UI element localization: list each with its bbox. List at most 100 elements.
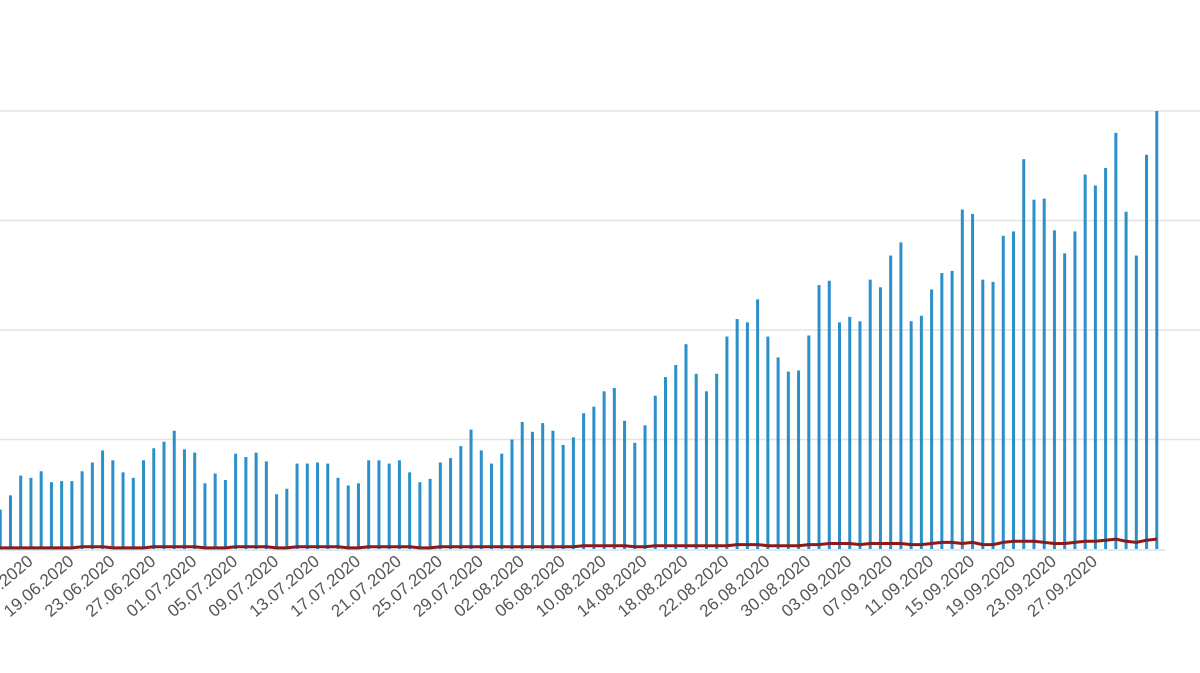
bar bbox=[909, 321, 913, 549]
bar bbox=[449, 458, 453, 549]
bar bbox=[797, 370, 801, 549]
bar bbox=[868, 279, 872, 549]
bar bbox=[0, 509, 2, 549]
bar bbox=[1073, 231, 1077, 549]
bar bbox=[142, 460, 146, 549]
bar bbox=[182, 449, 186, 549]
bar bbox=[602, 391, 606, 549]
bar bbox=[592, 406, 596, 549]
bar bbox=[500, 453, 504, 549]
bar bbox=[326, 463, 330, 549]
bar bbox=[623, 420, 627, 549]
bar bbox=[643, 425, 647, 549]
bar bbox=[8, 495, 12, 549]
bar bbox=[70, 481, 74, 549]
bar bbox=[878, 287, 882, 549]
bar bbox=[520, 421, 524, 549]
bar bbox=[1001, 235, 1005, 549]
bar bbox=[1124, 211, 1128, 550]
bar bbox=[899, 242, 903, 549]
bar bbox=[940, 273, 944, 549]
bar bbox=[838, 322, 842, 549]
bar bbox=[1114, 132, 1118, 549]
bar bbox=[80, 471, 84, 549]
bar bbox=[551, 430, 555, 549]
bar bbox=[991, 281, 995, 549]
bar bbox=[1022, 159, 1026, 549]
bar bbox=[428, 478, 432, 549]
bar bbox=[336, 477, 340, 549]
bar bbox=[612, 388, 616, 549]
bar bbox=[275, 494, 279, 549]
bar bbox=[490, 463, 494, 549]
bar bbox=[1063, 253, 1067, 549]
bar bbox=[346, 485, 350, 549]
bar bbox=[39, 471, 43, 549]
bar bbox=[418, 482, 422, 549]
line-series bbox=[0, 537, 1157, 550]
bar bbox=[817, 285, 821, 549]
bar bbox=[295, 463, 299, 549]
bar bbox=[459, 446, 463, 549]
bar bbox=[1104, 167, 1108, 549]
bar bbox=[1093, 185, 1097, 549]
bar bbox=[244, 457, 248, 549]
bar bbox=[1155, 111, 1159, 549]
bar bbox=[756, 299, 760, 549]
bar bbox=[1134, 255, 1138, 550]
bar bbox=[234, 453, 238, 549]
gridlines bbox=[0, 110, 1200, 441]
bar bbox=[786, 371, 790, 549]
bar bbox=[193, 452, 197, 549]
bar bbox=[469, 429, 473, 549]
bar bbox=[664, 377, 668, 549]
bar bbox=[121, 472, 125, 549]
bar bbox=[715, 373, 719, 549]
bar bbox=[766, 336, 770, 549]
bar bbox=[582, 413, 586, 549]
bar bbox=[152, 448, 156, 549]
bar bbox=[858, 321, 862, 549]
bar bbox=[203, 483, 207, 549]
bar bbox=[725, 336, 729, 549]
bar bbox=[960, 209, 964, 550]
bar bbox=[827, 280, 831, 549]
bar bbox=[264, 461, 268, 549]
bar bbox=[479, 450, 483, 549]
bar bbox=[1145, 154, 1149, 550]
bar bbox=[541, 423, 545, 549]
bar bbox=[387, 463, 391, 549]
bar bbox=[316, 462, 320, 549]
bar bbox=[285, 488, 289, 549]
bar bbox=[674, 365, 678, 549]
bar-series bbox=[0, 111, 1159, 550]
bar bbox=[776, 357, 780, 549]
bar bbox=[930, 289, 934, 549]
bar bbox=[684, 344, 688, 549]
bar bbox=[950, 270, 954, 549]
bar bbox=[162, 441, 166, 549]
bar bbox=[1032, 199, 1036, 549]
bar bbox=[633, 442, 637, 549]
bar bbox=[223, 480, 227, 549]
bar bbox=[254, 452, 258, 549]
bar bbox=[571, 437, 575, 549]
bar bbox=[377, 460, 381, 549]
bar bbox=[397, 460, 401, 549]
bar bbox=[131, 477, 135, 549]
bar bbox=[408, 472, 412, 549]
line-series-path bbox=[0, 537, 1157, 550]
bar bbox=[530, 431, 534, 549]
bar bbox=[653, 395, 657, 549]
bar bbox=[19, 475, 23, 549]
bar bbox=[90, 462, 94, 549]
x-tick-labels: 11.06.202015.06.202019.06.202023.06.2020… bbox=[0, 552, 1101, 621]
bar bbox=[1052, 230, 1056, 550]
bar bbox=[60, 481, 64, 549]
bar bbox=[1042, 198, 1046, 549]
bar bbox=[356, 483, 360, 549]
bar bbox=[172, 430, 176, 549]
bar bbox=[49, 482, 53, 549]
bar bbox=[919, 315, 923, 549]
